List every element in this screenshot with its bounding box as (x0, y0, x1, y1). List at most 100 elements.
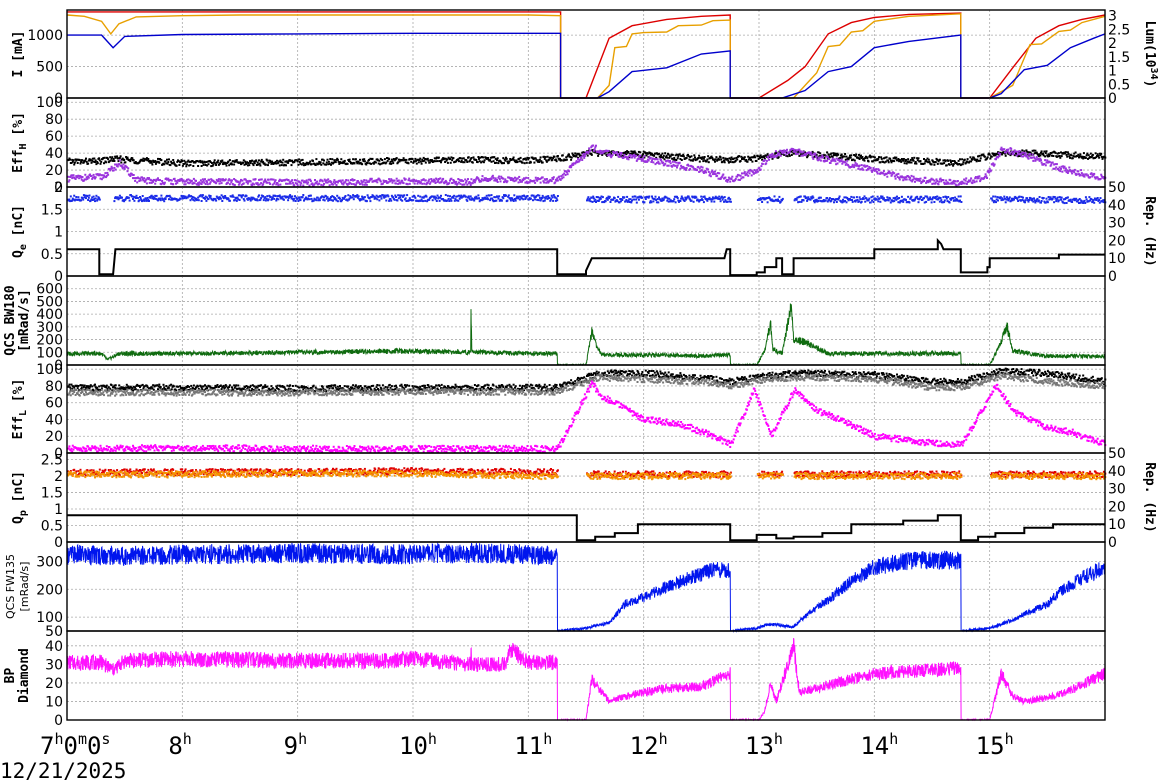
data-point (726, 200, 729, 203)
data-point (1026, 197, 1029, 200)
data-point (276, 159, 278, 162)
data-point (469, 159, 472, 162)
data-point (595, 144, 597, 147)
data-point (237, 181, 240, 183)
data-point (96, 162, 99, 165)
data-point (397, 179, 400, 182)
data-point (1100, 152, 1103, 155)
data-point (753, 154, 756, 157)
data-point (680, 154, 683, 157)
data-point (444, 179, 447, 182)
data-point (242, 159, 245, 162)
data-point (947, 182, 950, 185)
data-point (434, 160, 437, 163)
data-point (205, 199, 208, 202)
data-point (216, 384, 219, 386)
data-point (857, 167, 860, 170)
data-point (509, 177, 512, 180)
data-point (332, 161, 335, 164)
data-point (765, 159, 768, 162)
data-point (119, 155, 122, 158)
data-point (135, 177, 138, 179)
data-point (1026, 154, 1029, 157)
data-point (87, 175, 90, 178)
data-point (411, 158, 414, 161)
data-point (395, 157, 398, 160)
data-point (818, 155, 821, 158)
data-point (626, 157, 629, 160)
data-point (490, 194, 493, 197)
data-point (571, 152, 574, 155)
data-point (186, 163, 188, 166)
data-point (230, 162, 233, 165)
data-point (263, 162, 266, 165)
data-point (87, 162, 90, 165)
data-point (919, 160, 922, 163)
data-point (702, 170, 705, 173)
data-point (510, 177, 513, 180)
data-point (221, 200, 224, 202)
data-point (299, 184, 302, 187)
data-point (956, 180, 959, 182)
data-point (449, 179, 451, 182)
data-point (726, 157, 729, 160)
data-point (583, 155, 586, 157)
data-point (121, 165, 123, 168)
data-point (1055, 166, 1058, 169)
data-point (698, 167, 701, 170)
data-point (332, 183, 334, 186)
data-point (635, 198, 638, 201)
data-point (170, 160, 173, 163)
data-point (164, 198, 167, 200)
data-point (80, 176, 83, 179)
data-point (1008, 152, 1011, 155)
data-point (325, 163, 328, 166)
data-point (272, 178, 275, 181)
data-point (734, 177, 737, 180)
data-point (285, 164, 287, 167)
data-point (869, 166, 872, 169)
data-point (633, 156, 636, 159)
data-point (80, 199, 83, 202)
y-tick-label: 1 (54, 225, 63, 241)
data-point (860, 154, 862, 157)
data-point (308, 184, 311, 187)
data-point (380, 197, 383, 200)
data-point (658, 152, 660, 155)
data-point (131, 157, 134, 160)
data-point (396, 180, 399, 182)
data-point (898, 178, 901, 181)
data-point (514, 176, 516, 179)
series-eff_h-1 (67, 144, 1107, 187)
data-point (667, 153, 670, 156)
data-point (573, 154, 576, 157)
data-point (87, 159, 90, 162)
data-point (830, 152, 833, 155)
data-point (132, 159, 135, 162)
data-point (1068, 166, 1071, 169)
data-point (463, 161, 466, 164)
data-point (179, 160, 182, 163)
data-point (518, 175, 521, 178)
data-point (309, 160, 312, 163)
data-point (400, 383, 403, 386)
data-point (424, 384, 427, 387)
data-point (87, 196, 90, 199)
data-point (188, 182, 191, 185)
data-point (361, 181, 364, 184)
data-point (68, 157, 71, 160)
data-point (328, 387, 331, 390)
data-point (844, 153, 847, 155)
data-point (88, 194, 91, 197)
data-point (411, 385, 414, 388)
data-point (514, 161, 517, 164)
data-point (1016, 198, 1019, 201)
data-point (823, 157, 826, 159)
data-point (469, 158, 472, 161)
data-point (707, 161, 710, 164)
data-point (529, 197, 532, 200)
data-point (392, 162, 395, 165)
data-point (73, 161, 76, 164)
data-point (670, 153, 673, 156)
data-point (424, 158, 427, 160)
